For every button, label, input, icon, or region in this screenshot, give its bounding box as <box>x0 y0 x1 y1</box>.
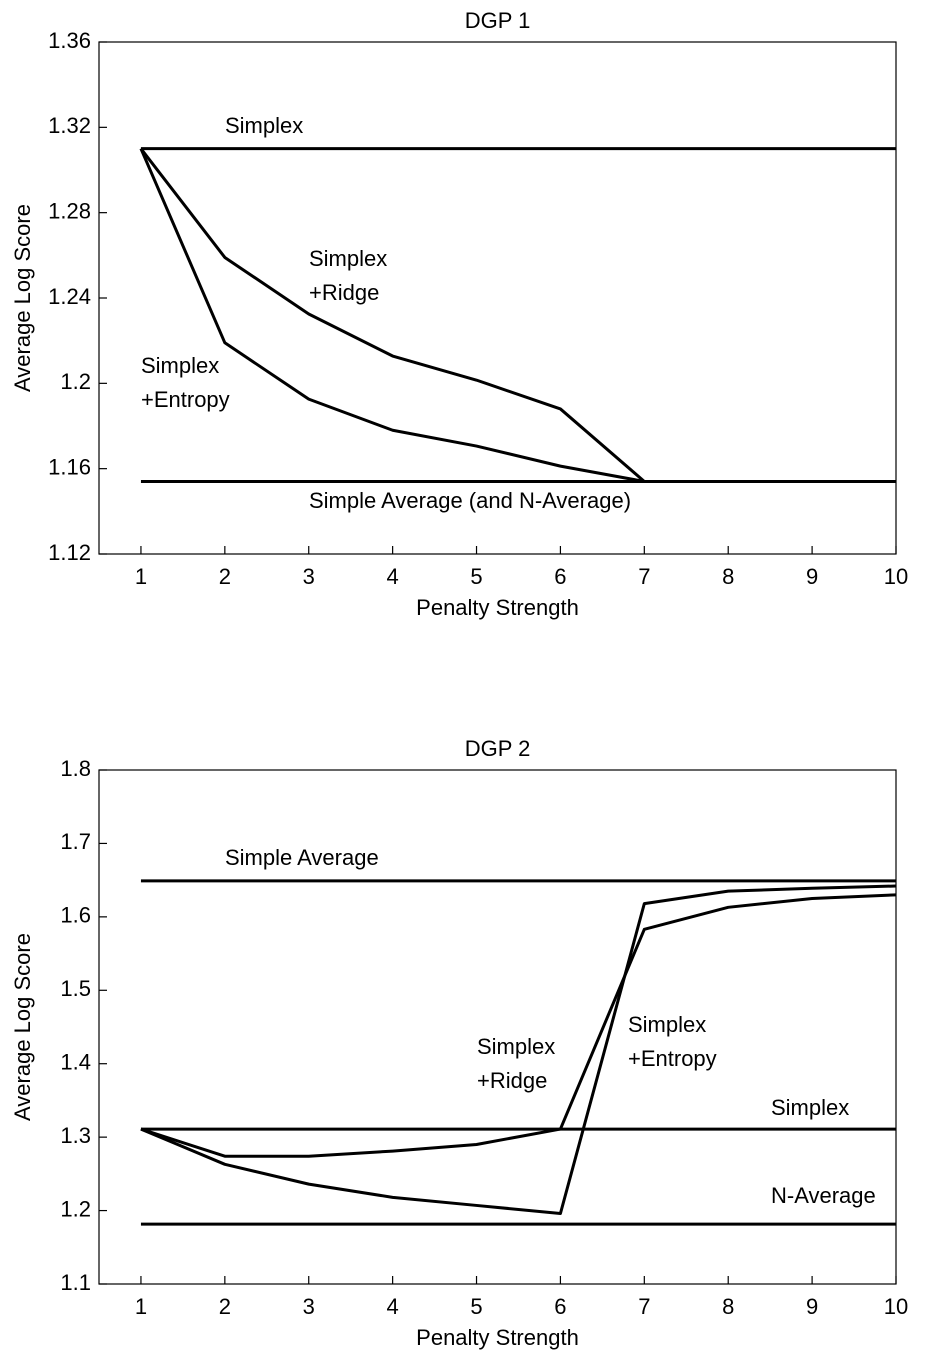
x-tick-label: 4 <box>387 1294 399 1319</box>
x-tick-label: 10 <box>884 1294 908 1319</box>
x-tick-label: 3 <box>303 564 315 589</box>
line <box>139 148 896 483</box>
x-tick-label: 8 <box>722 564 734 589</box>
y-tick-label: 1.8 <box>60 756 91 781</box>
annotation: Simplex <box>141 353 219 378</box>
y-axis-label: Average Log Score <box>10 933 35 1121</box>
plot-frame <box>98 769 897 1285</box>
x-tick-label: 4 <box>387 564 399 589</box>
line <box>140 884 897 1216</box>
annotation: Simplex <box>771 1095 849 1120</box>
y-tick-label: 1.36 <box>48 28 91 53</box>
x-tick-label: 7 <box>638 1294 650 1319</box>
annotation: Simplex <box>477 1034 555 1059</box>
y-tick-label: 1.7 <box>60 829 91 854</box>
chart-title: DGP 2 <box>465 736 531 761</box>
line <box>139 147 896 483</box>
annotation: Simplex <box>628 1012 706 1037</box>
y-axis-label: Average Log Score <box>10 204 35 392</box>
annotation: Simplex <box>225 113 303 138</box>
y-tick-label: 1.24 <box>48 284 91 309</box>
x-tick-label: 10 <box>884 564 908 589</box>
plot-frame <box>98 41 897 555</box>
annotation: +Entropy <box>141 387 230 412</box>
x-tick-label: 6 <box>554 1294 566 1319</box>
annotation: +Entropy <box>628 1046 717 1071</box>
x-tick-label: 7 <box>638 564 650 589</box>
annotation: Simple Average (and N-Average) <box>309 488 631 513</box>
x-tick-label: 2 <box>219 1294 231 1319</box>
x-tick-label: 3 <box>303 1294 315 1319</box>
y-tick-label: 1.32 <box>48 113 91 138</box>
x-axis-label: Penalty Strength <box>416 595 579 620</box>
y-tick-label: 1.4 <box>60 1050 91 1075</box>
x-tick-label: 2 <box>219 564 231 589</box>
x-tick-label: 5 <box>470 1294 482 1319</box>
line <box>140 893 897 1158</box>
annotation: N-Average <box>771 1183 876 1208</box>
y-tick-label: 1.2 <box>60 1196 91 1221</box>
x-tick-label: 5 <box>470 564 482 589</box>
y-tick-label: 1.3 <box>60 1123 91 1148</box>
x-tick-label: 6 <box>554 564 566 589</box>
x-tick-label: 8 <box>722 1294 734 1319</box>
y-tick-label: 1.5 <box>60 976 91 1001</box>
annotation: Simplex <box>309 246 387 271</box>
annotation: +Ridge <box>477 1068 547 1093</box>
y-tick-label: 1.16 <box>48 454 91 479</box>
x-axis-label: Penalty Strength <box>416 1325 579 1350</box>
x-tick-label: 1 <box>135 564 147 589</box>
y-tick-label: 1.12 <box>48 540 91 565</box>
y-tick-label: 1.2 <box>60 369 91 394</box>
y-tick-label: 1.28 <box>48 198 91 223</box>
y-tick-label: 1.6 <box>60 903 91 928</box>
x-tick-label: 9 <box>806 564 818 589</box>
x-tick-label: 1 <box>135 1294 147 1319</box>
chart-title: DGP 1 <box>465 8 531 33</box>
y-tick-label: 1.1 <box>60 1270 91 1295</box>
x-tick-label: 9 <box>806 1294 818 1319</box>
annotation: +Ridge <box>309 280 379 305</box>
annotation: Simple Average <box>225 845 379 870</box>
